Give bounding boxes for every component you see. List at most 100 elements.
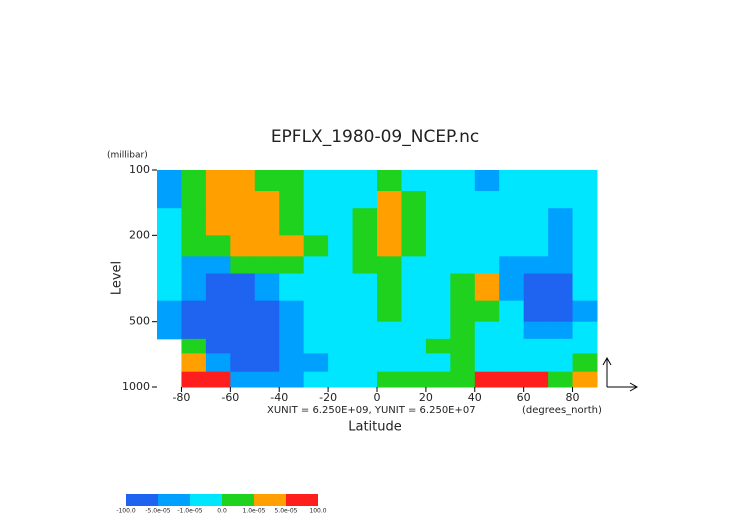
contour-cell: [303, 273, 329, 302]
contour-cell: [499, 371, 525, 388]
contour-cell: [157, 256, 182, 275]
contour-cell: [377, 170, 402, 192]
colorbar-label: -100.0: [116, 508, 136, 515]
contour-cell: [401, 338, 427, 354]
colorbar-box: [222, 494, 254, 506]
contour-cell: [377, 235, 402, 257]
contour-cell: [328, 371, 354, 388]
contour-cell: [328, 208, 354, 236]
contour-cell: [157, 170, 182, 192]
contour-cell: [425, 273, 451, 302]
contour-cell: [205, 338, 231, 354]
contour-cell: [450, 321, 476, 340]
contour-cell: [303, 300, 329, 323]
contour-cell: [352, 321, 378, 340]
contour-cell: [523, 321, 549, 340]
contour-cell: [548, 353, 574, 373]
contour-cell: [328, 235, 354, 257]
contour-cell: [205, 191, 231, 209]
x-tick-label: -40: [270, 391, 288, 404]
contour-cell: [157, 321, 182, 340]
contour-cell: [205, 208, 231, 236]
colorbar-label: 100.0: [309, 508, 326, 515]
contour-cell: [157, 208, 182, 236]
contour-cell: [401, 273, 427, 302]
contour-cell: [157, 273, 182, 302]
contour-cell: [157, 235, 182, 257]
reference-vector: [602, 356, 639, 392]
contour-cell: [425, 338, 451, 354]
contour-cell: [401, 208, 427, 236]
contour-cell: [523, 256, 549, 275]
contour-cell: [181, 321, 207, 340]
contour-cell: [425, 191, 451, 209]
contour-cell: [401, 371, 427, 388]
contour-cell: [474, 321, 500, 340]
contour-cell: [303, 235, 329, 257]
contour-cell: [572, 371, 598, 388]
contour-cell: [181, 256, 207, 275]
contour-cell: [181, 273, 207, 302]
y-tick-label: 500: [129, 315, 150, 328]
contour-cell: [254, 273, 280, 302]
contour-cell: [572, 353, 598, 373]
contour-cell: [303, 191, 329, 209]
contour-cell: [328, 273, 354, 302]
contour-cell: [450, 371, 476, 388]
contour-cell: [205, 273, 231, 302]
contour-cell: [377, 353, 402, 373]
contour-cell: [572, 273, 598, 302]
contour-cell: [474, 235, 500, 257]
contour-cell: [523, 300, 549, 323]
chart-title: EPFLX_1980-09_NCEP.nc: [271, 127, 479, 147]
contour-cell: [254, 208, 280, 236]
contour-cell: [401, 170, 427, 192]
contour-cell: [279, 256, 305, 275]
contour-cell: [499, 235, 525, 257]
contour-cell: [425, 321, 451, 340]
y-axis-label: Level: [110, 261, 125, 295]
colorbar-box: [126, 494, 158, 506]
contour-cell: [450, 208, 476, 236]
contour-cell: [377, 256, 402, 275]
contour-cell: [230, 273, 256, 302]
contour-cell: [548, 170, 574, 192]
contour-cell: [230, 208, 256, 236]
contour-cell: [205, 321, 231, 340]
contour-cell: [279, 371, 305, 388]
contour-cell: [523, 338, 549, 354]
colorbar-label: -1.0e-05: [177, 508, 202, 515]
contour-cell: [425, 208, 451, 236]
contour-cell: [450, 170, 476, 192]
contour-cell: [548, 208, 574, 236]
contour-cell: [572, 338, 598, 354]
contour-cell: [328, 256, 354, 275]
contour-cell: [279, 321, 305, 340]
contour-cell: [499, 273, 525, 302]
contour-cell: [181, 208, 207, 236]
contour-cell: [474, 208, 500, 236]
contour-cell: [352, 256, 378, 275]
contour-cell: [205, 235, 231, 257]
contour-cell: [181, 353, 207, 373]
contour-cell: [499, 300, 525, 323]
contour-cell: [572, 300, 598, 323]
contour-cell: [523, 371, 549, 388]
contour-cell: [450, 338, 476, 354]
contour-cell: [303, 353, 329, 373]
contour-cell: [254, 256, 280, 275]
contour-cell: [328, 353, 354, 373]
x-tick-label: -60: [221, 391, 239, 404]
contour-cell: [254, 235, 280, 257]
contour-cell: [254, 371, 280, 388]
contour-cell: [328, 321, 354, 340]
contour-cell: [352, 170, 378, 192]
contour-cell: [523, 235, 549, 257]
contour-cell: [230, 300, 256, 323]
contour-cell: [572, 256, 598, 275]
y-tick-label: 200: [129, 228, 150, 241]
contour-cell: [230, 353, 256, 373]
contour-cell: [425, 170, 451, 192]
contour-cell: [450, 256, 476, 275]
